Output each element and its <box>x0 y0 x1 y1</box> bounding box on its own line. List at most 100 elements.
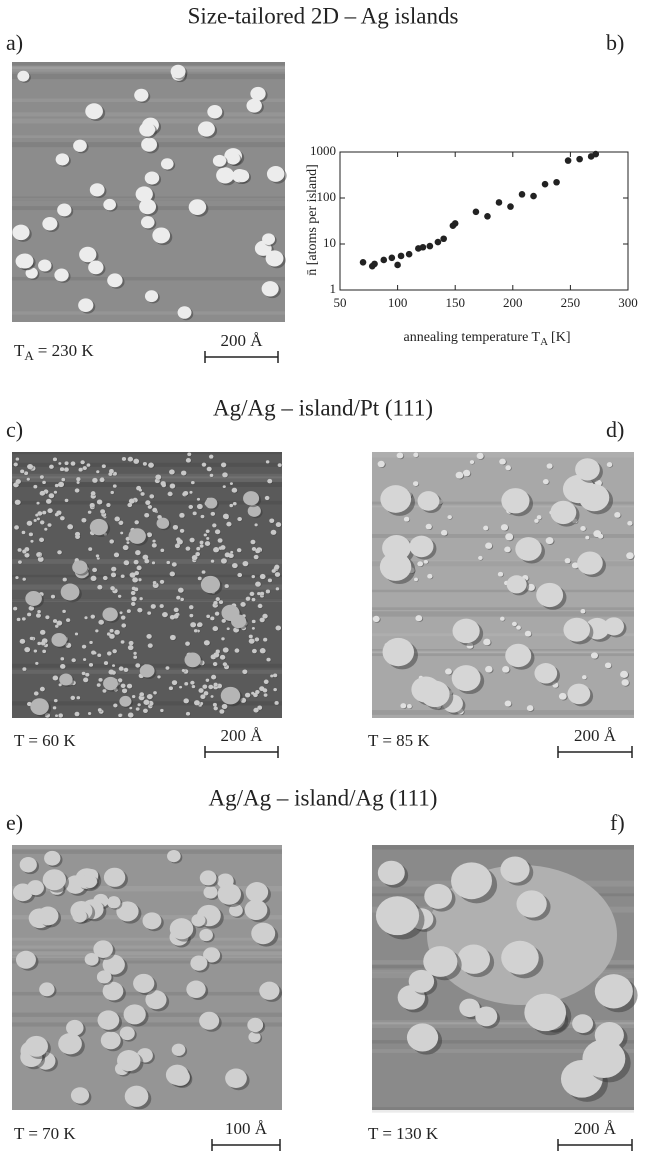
stm-island <box>475 1007 497 1027</box>
stm-island <box>172 1044 186 1056</box>
stm-island <box>457 944 490 973</box>
stm-island <box>143 462 147 466</box>
stm-island <box>242 561 248 566</box>
x-label-text: annealing temperature T <box>404 330 541 345</box>
stm-island <box>66 618 70 622</box>
stm-island <box>85 103 103 119</box>
stm-island <box>567 684 590 705</box>
stm-island <box>263 688 268 692</box>
stm-island <box>59 683 62 686</box>
stm-island <box>250 540 255 545</box>
stm-island <box>104 661 108 665</box>
stm-island <box>225 584 229 588</box>
stm-streak <box>12 476 282 482</box>
stm-island <box>543 479 549 484</box>
stm-island <box>221 558 227 563</box>
stm-island <box>191 481 195 484</box>
stm-island <box>451 862 492 899</box>
stm-island <box>139 489 142 492</box>
stm-island <box>202 570 206 573</box>
stm-island <box>40 630 46 635</box>
stm-island <box>260 618 265 623</box>
stm-island <box>133 652 136 655</box>
stm-island <box>505 465 511 470</box>
stm-island <box>252 598 256 601</box>
stm-island <box>273 674 277 678</box>
stm-island <box>598 534 603 539</box>
stm-island <box>14 463 18 467</box>
figure-title: Size-tailored 2D – Ag islands <box>188 3 459 28</box>
stm-island <box>42 481 46 484</box>
stm-island <box>195 552 200 556</box>
stm-island <box>16 951 36 969</box>
stm-image <box>12 452 282 718</box>
stm-island <box>264 680 269 684</box>
scale-bar-label: 200 Å <box>220 726 263 745</box>
stm-island <box>194 700 200 705</box>
stm-island <box>75 535 80 539</box>
stm-island <box>263 638 267 642</box>
stm-island <box>143 709 148 713</box>
stm-island <box>247 597 251 600</box>
stm-island <box>237 548 242 552</box>
stm-island <box>245 693 250 698</box>
stm-island <box>266 658 270 662</box>
stm-island <box>191 914 205 927</box>
stm-island <box>27 464 33 469</box>
stm-island <box>221 687 240 705</box>
stm-island <box>131 602 136 606</box>
stm-island <box>550 501 576 524</box>
stm-island <box>122 457 126 461</box>
stm-island <box>83 658 86 661</box>
stm-island <box>24 647 30 652</box>
stm-island <box>169 686 173 690</box>
stm-island <box>237 573 242 577</box>
stm-island <box>189 614 193 617</box>
stm-island <box>113 704 117 708</box>
stm-island <box>76 477 80 481</box>
stm-island <box>178 306 192 319</box>
stm-island <box>29 532 33 536</box>
stm-island <box>58 713 63 717</box>
stm-island <box>264 693 268 696</box>
stm-island <box>268 578 272 582</box>
stm-island <box>17 618 21 621</box>
stm-island <box>148 463 154 468</box>
stm-island <box>89 663 93 667</box>
stm-island <box>252 620 256 623</box>
stm-streak <box>12 945 282 950</box>
stm-island <box>193 512 197 516</box>
stm-island <box>223 485 226 488</box>
stm-island <box>70 696 75 700</box>
stm-island <box>231 614 246 628</box>
stm-island <box>204 533 207 536</box>
stm-island <box>485 543 492 549</box>
stm-island <box>504 547 511 553</box>
stm-island <box>104 868 125 887</box>
stm-island <box>192 685 195 688</box>
stm-island <box>20 857 37 872</box>
stm-island <box>75 488 80 492</box>
stm-island <box>500 617 505 621</box>
stm-island <box>378 861 405 885</box>
stm-island <box>254 555 259 559</box>
stm-island <box>95 629 98 632</box>
x-tick-label: 50 <box>334 295 347 310</box>
plot-frame <box>340 152 628 290</box>
stm-island <box>27 613 31 617</box>
x-label-unit: [K] <box>551 330 570 345</box>
stm-island <box>160 580 164 584</box>
stm-island <box>126 541 129 544</box>
stm-island <box>252 649 257 653</box>
stm-island <box>18 548 22 552</box>
stm-island <box>100 509 105 514</box>
stm-island <box>373 616 380 622</box>
stm-island <box>441 530 447 536</box>
stm-island <box>258 604 263 608</box>
page: {"title": "Size-tailored 2D – Ag islands… <box>0 0 646 1154</box>
stm-island <box>267 166 285 182</box>
stm-island <box>260 648 266 653</box>
stm-island <box>223 662 227 666</box>
stm-streak <box>372 590 634 593</box>
stm-streak <box>372 607 634 610</box>
